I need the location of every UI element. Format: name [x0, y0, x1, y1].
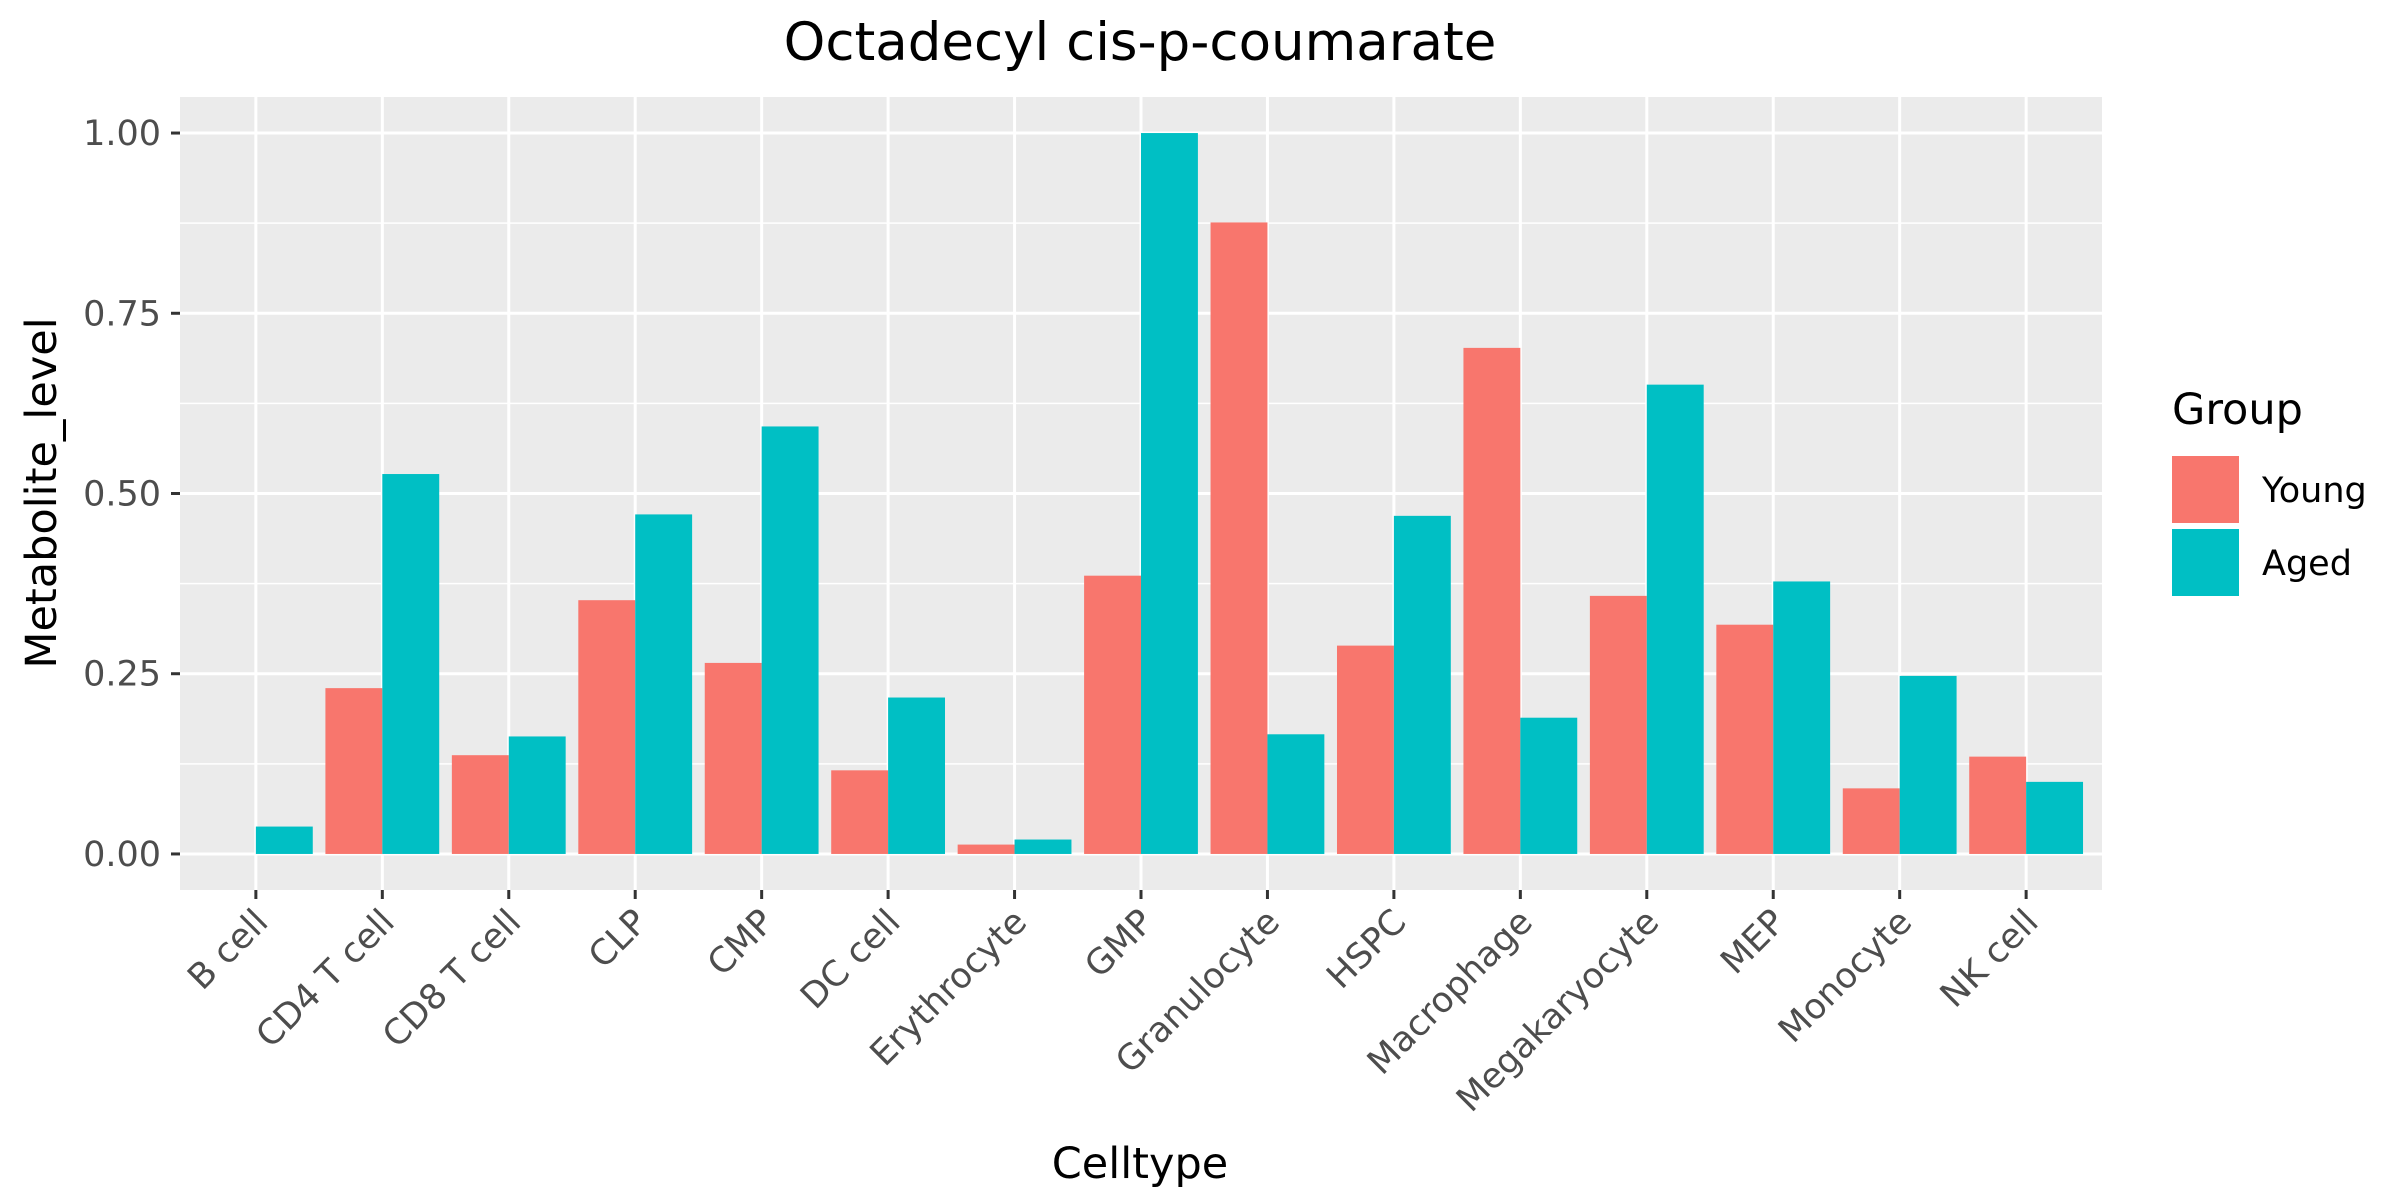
x-tick-label: CD8 T cell — [375, 902, 529, 1056]
legend-label-aged: Aged — [2262, 544, 2352, 584]
chart-title: Octadecyl cis-p-coumarate — [784, 12, 1497, 73]
bar-young-cd8-t-cell — [451, 755, 509, 854]
bar-aged-cmp — [761, 426, 819, 854]
bar-aged-granulocyte — [1267, 734, 1325, 854]
bar-young-monocyte — [1842, 788, 1900, 854]
bar-young-cd4-t-cell — [325, 688, 383, 854]
bar-young-dc-cell — [831, 770, 889, 854]
bar-aged-b-cell — [255, 826, 313, 854]
bar-aged-megakaryocyte — [1646, 384, 1704, 854]
y-axis-title: Metabolite_level — [17, 317, 67, 668]
bar-aged-cd4-t-cell — [382, 474, 440, 854]
y-tick-label: 0.00 — [83, 835, 161, 875]
bar-young-nk-cell — [1969, 756, 2027, 854]
x-axis-title: Celltype — [1052, 1139, 1228, 1189]
x-tick-label: MEP — [1713, 902, 1793, 982]
legend-title: Group — [2172, 385, 2303, 435]
x-tick-label: B cell — [181, 902, 277, 998]
legend-key-young — [2172, 456, 2239, 523]
bar-aged-erythrocyte — [1014, 839, 1072, 854]
x-tick-label: DC cell — [793, 902, 908, 1017]
bar-aged-monocyte — [1899, 675, 1957, 854]
bar-aged-macrophage — [1520, 717, 1578, 854]
x-tick-label: Monocyte — [1771, 902, 1920, 1051]
legend-key-aged — [2172, 529, 2239, 596]
bar-young-clp — [578, 600, 636, 854]
bar-aged-mep — [1773, 581, 1831, 854]
y-tick-label: 0.50 — [83, 475, 161, 515]
bar-young-erythrocyte — [957, 844, 1015, 854]
y-tick-label: 0.75 — [83, 294, 161, 334]
bar-young-gmp — [1084, 575, 1141, 854]
x-tick-label: NK cell — [1933, 902, 2046, 1015]
legend: Group Young Aged — [2172, 385, 2367, 596]
x-tick-label: GMP — [1078, 902, 1162, 986]
bar-young-mep — [1716, 624, 1774, 854]
bar-young-megakaryocyte — [1589, 595, 1647, 854]
bar-aged-cd8-t-cell — [508, 736, 566, 854]
legend-label-young: Young — [2261, 471, 2367, 511]
bars — [255, 133, 2084, 854]
bar-young-cmp — [704, 662, 762, 854]
x-tick-label: CLP — [581, 902, 655, 976]
y-tick-label: 1.00 — [83, 114, 161, 154]
bar-aged-gmp — [1141, 133, 1198, 854]
bar-aged-nk-cell — [2026, 781, 2084, 854]
x-tick-label: HSPC — [1319, 902, 1414, 997]
x-tick-label: CMP — [700, 902, 782, 984]
bar-aged-dc-cell — [888, 697, 946, 854]
bar-aged-hspc — [1393, 515, 1451, 854]
y-tick-label: 0.25 — [83, 655, 161, 695]
bar-young-granulocyte — [1210, 222, 1268, 854]
y-axis: 0.00 0.25 0.50 0.75 1.00 — [83, 114, 180, 875]
bar-young-hspc — [1336, 645, 1394, 854]
bar-young-macrophage — [1463, 347, 1521, 854]
bar-aged-clp — [635, 514, 693, 854]
